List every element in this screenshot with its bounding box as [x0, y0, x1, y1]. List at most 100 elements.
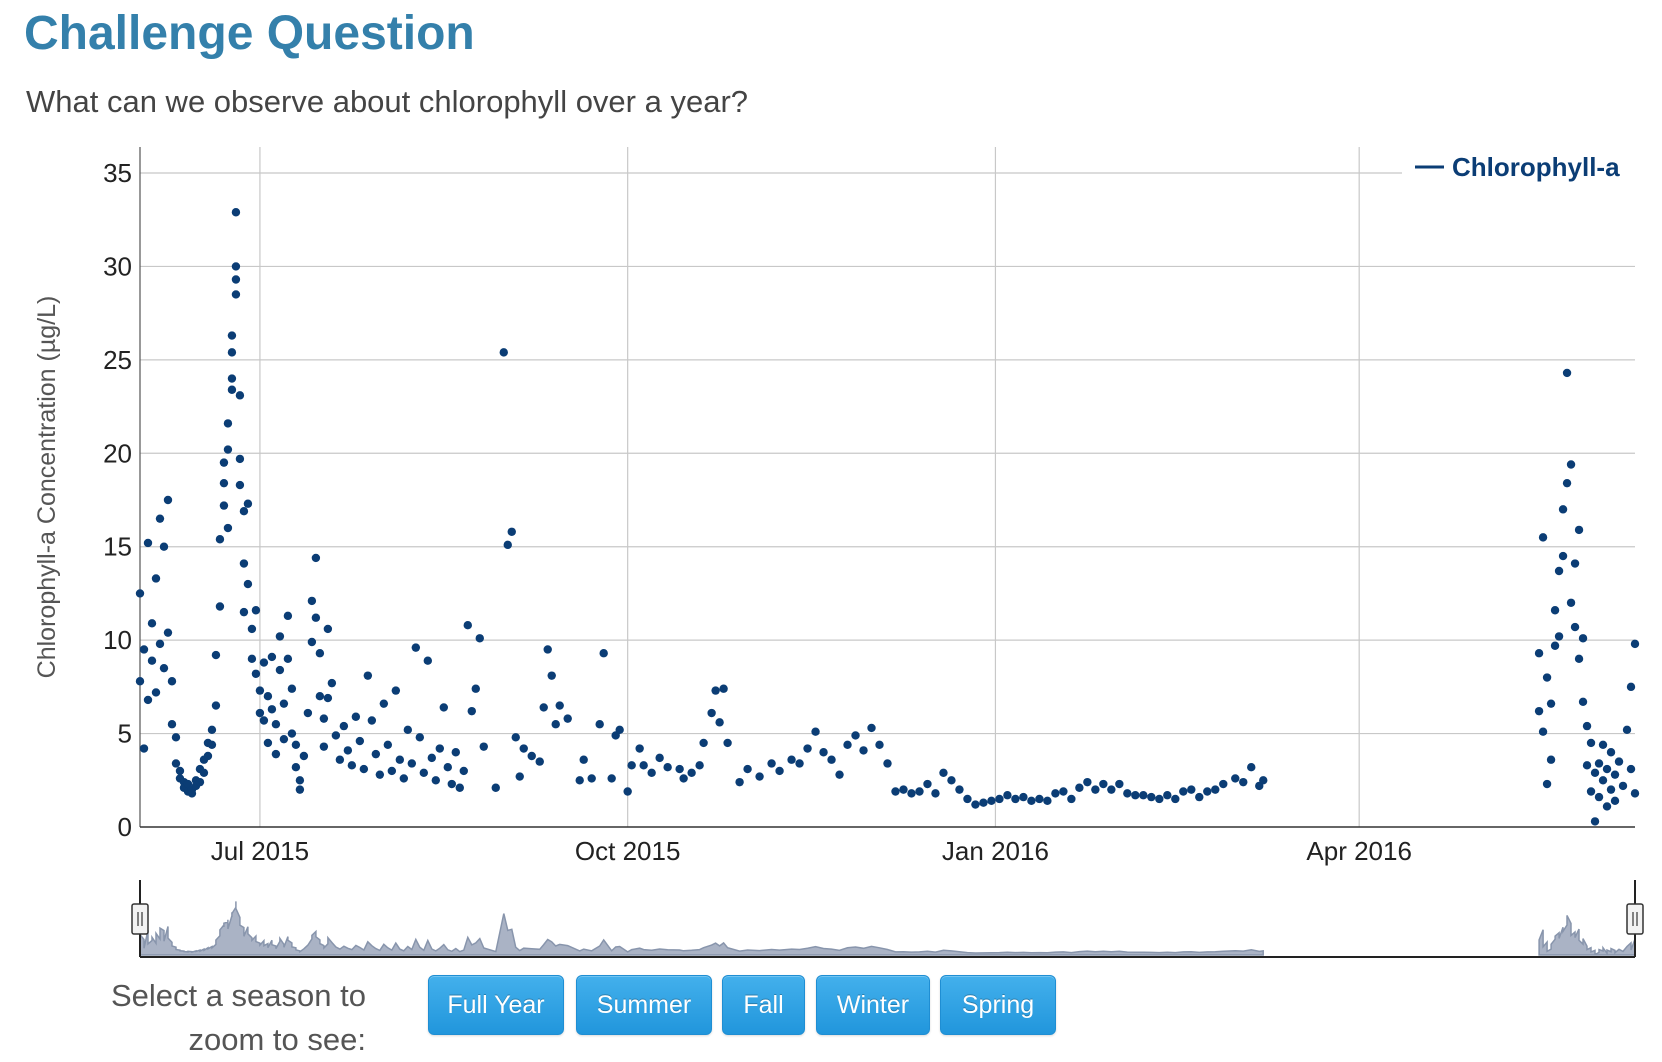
navigator-right-handle[interactable]	[1626, 903, 1644, 935]
data-point	[235, 480, 245, 490]
x-tick-label: Jul 2015	[211, 836, 309, 866]
data-point	[323, 624, 333, 634]
data-point	[1566, 598, 1576, 607]
data-point	[587, 774, 596, 783]
data-point	[719, 684, 728, 693]
data-point	[1606, 785, 1616, 794]
data-point	[211, 650, 221, 660]
data-point	[1003, 791, 1012, 800]
data-point	[767, 759, 776, 768]
data-point	[1622, 725, 1632, 735]
data-point	[563, 714, 572, 723]
legend-item-chlorophyll-a[interactable]: Chlorophyll-a	[1452, 152, 1620, 182]
y-tick-label: 15	[103, 532, 132, 562]
data-point	[639, 761, 648, 770]
data-point	[275, 632, 285, 641]
y-tick-label: 25	[103, 345, 132, 375]
data-point	[971, 800, 980, 809]
data-point	[207, 725, 217, 735]
data-point	[251, 669, 261, 678]
data-point	[235, 391, 245, 400]
data-point	[255, 708, 265, 718]
data-point	[1534, 706, 1544, 716]
data-point	[467, 706, 476, 716]
data-point	[423, 656, 433, 665]
data-point	[907, 789, 916, 798]
data-point	[287, 684, 297, 693]
data-point	[851, 731, 860, 740]
winter-button[interactable]: Winter	[816, 975, 930, 1035]
fall-button[interactable]: Fall	[722, 975, 805, 1035]
data-point	[1610, 796, 1620, 806]
data-point	[215, 535, 225, 544]
data-point	[323, 693, 333, 703]
y-tick-label: 30	[103, 251, 132, 281]
data-point	[239, 607, 249, 617]
data-point	[247, 654, 257, 664]
data-point	[135, 589, 145, 598]
data-point	[475, 634, 484, 643]
data-point	[987, 796, 996, 806]
data-point	[263, 692, 273, 701]
data-point	[519, 744, 528, 753]
data-point	[1558, 551, 1568, 561]
data-point	[1163, 791, 1172, 800]
data-point	[543, 645, 552, 654]
data-point	[271, 720, 281, 729]
data-point	[151, 688, 161, 697]
data-point	[447, 779, 456, 789]
data-point	[1107, 785, 1116, 794]
navigator-left-handle[interactable]	[131, 903, 149, 935]
range-navigator[interactable]	[131, 880, 1644, 958]
data-point	[259, 658, 269, 667]
data-point	[163, 495, 173, 505]
data-point	[379, 699, 389, 708]
data-point	[1534, 649, 1544, 658]
data-point	[1586, 738, 1596, 748]
data-point	[403, 725, 413, 735]
data-point	[147, 656, 157, 665]
data-point	[1059, 787, 1068, 796]
data-point	[1606, 748, 1616, 757]
data-point	[311, 553, 321, 563]
challenge-question: What can we observe about chlorophyll ov…	[26, 84, 749, 119]
data-point	[303, 708, 313, 718]
data-point	[1027, 796, 1036, 806]
data-point	[1247, 763, 1256, 772]
spring-button[interactable]: Spring	[940, 975, 1056, 1035]
data-point	[279, 734, 289, 744]
data-point	[547, 671, 556, 680]
data-point	[319, 742, 329, 751]
data-point	[1610, 770, 1620, 779]
data-point	[283, 611, 293, 621]
data-point	[803, 744, 812, 753]
full-year-button[interactable]: Full Year	[428, 975, 564, 1035]
data-point	[219, 501, 229, 510]
data-point	[595, 720, 604, 729]
data-point	[307, 637, 317, 647]
data-point	[319, 714, 329, 723]
y-tick-label: 35	[103, 158, 132, 188]
data-point	[939, 768, 948, 778]
data-point	[207, 740, 217, 749]
data-point	[1546, 699, 1556, 708]
data-point	[203, 751, 213, 761]
data-point	[479, 742, 488, 751]
data-point	[931, 789, 940, 798]
data-point	[463, 620, 472, 630]
data-point	[167, 720, 177, 729]
data-point	[1598, 740, 1608, 749]
data-point	[251, 606, 261, 615]
data-point	[371, 749, 381, 759]
data-point	[143, 538, 153, 548]
data-point	[555, 701, 564, 710]
data-point	[283, 654, 293, 664]
data-point	[139, 645, 149, 654]
data-point	[1562, 368, 1572, 378]
data-point	[1083, 777, 1092, 787]
data-point	[375, 770, 385, 779]
data-point	[1630, 639, 1640, 649]
data-point	[923, 779, 932, 789]
data-point	[891, 787, 900, 796]
summer-button[interactable]: Summer	[576, 975, 712, 1035]
